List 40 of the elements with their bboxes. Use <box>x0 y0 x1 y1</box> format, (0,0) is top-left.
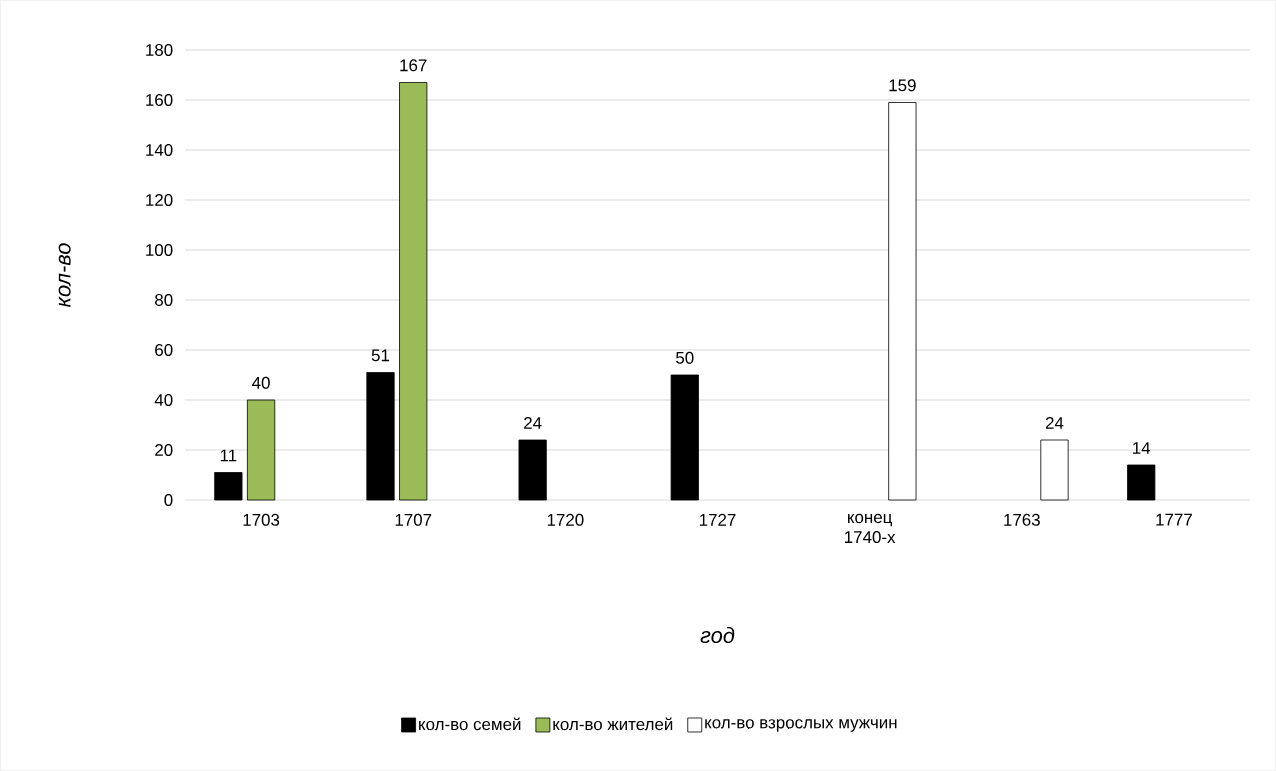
y-tick-label: 60 <box>155 344 173 356</box>
bar <box>246 399 276 501</box>
y-tick-label: 80 <box>155 294 173 306</box>
bar <box>670 374 699 501</box>
x-tick-label: 1777 <box>1156 513 1192 526</box>
bar <box>1127 464 1156 501</box>
x-tick-label: 1707 <box>395 513 432 526</box>
data-label: 50 <box>676 351 694 364</box>
legend-label: кол-во жителей <box>553 717 673 731</box>
y-tick-label: 100 <box>146 244 173 256</box>
x-tick-label: 1703 <box>243 513 280 526</box>
y-axis-title: кол-во <box>58 243 71 308</box>
bar <box>888 102 917 501</box>
bar <box>214 472 243 501</box>
data-label: 51 <box>371 349 390 362</box>
data-label: 24 <box>524 416 542 429</box>
legend-label: кол-во взрослых мужчин <box>705 719 897 732</box>
bar <box>1040 439 1069 501</box>
x-tick-label: 1720 <box>547 513 584 526</box>
data-label: 24 <box>1045 416 1064 429</box>
data-label: 159 <box>889 79 916 92</box>
data-label: 11 <box>220 449 237 462</box>
y-tick-label: 180 <box>146 44 173 56</box>
bar <box>518 439 547 501</box>
x-axis-title: год <box>700 626 735 644</box>
bar <box>399 82 428 501</box>
data-label: 167 <box>400 59 427 72</box>
y-tick-label: 0 <box>164 494 173 506</box>
y-tick-label: 40 <box>154 394 173 406</box>
x-tick-label: конец 1740-х <box>845 513 896 544</box>
data-label: 40 <box>252 376 270 389</box>
legend-label: кол-во семей <box>419 717 521 731</box>
y-tick-label: 120 <box>146 194 173 206</box>
y-tick-label: 140 <box>146 144 173 156</box>
x-tick-label: 1763 <box>1004 513 1040 526</box>
y-tick-label: 160 <box>146 94 173 106</box>
x-tick-label: 1727 <box>699 513 736 526</box>
data-label: 14 <box>1133 442 1151 454</box>
bar <box>366 372 395 501</box>
y-tick-label: 20 <box>155 444 173 456</box>
